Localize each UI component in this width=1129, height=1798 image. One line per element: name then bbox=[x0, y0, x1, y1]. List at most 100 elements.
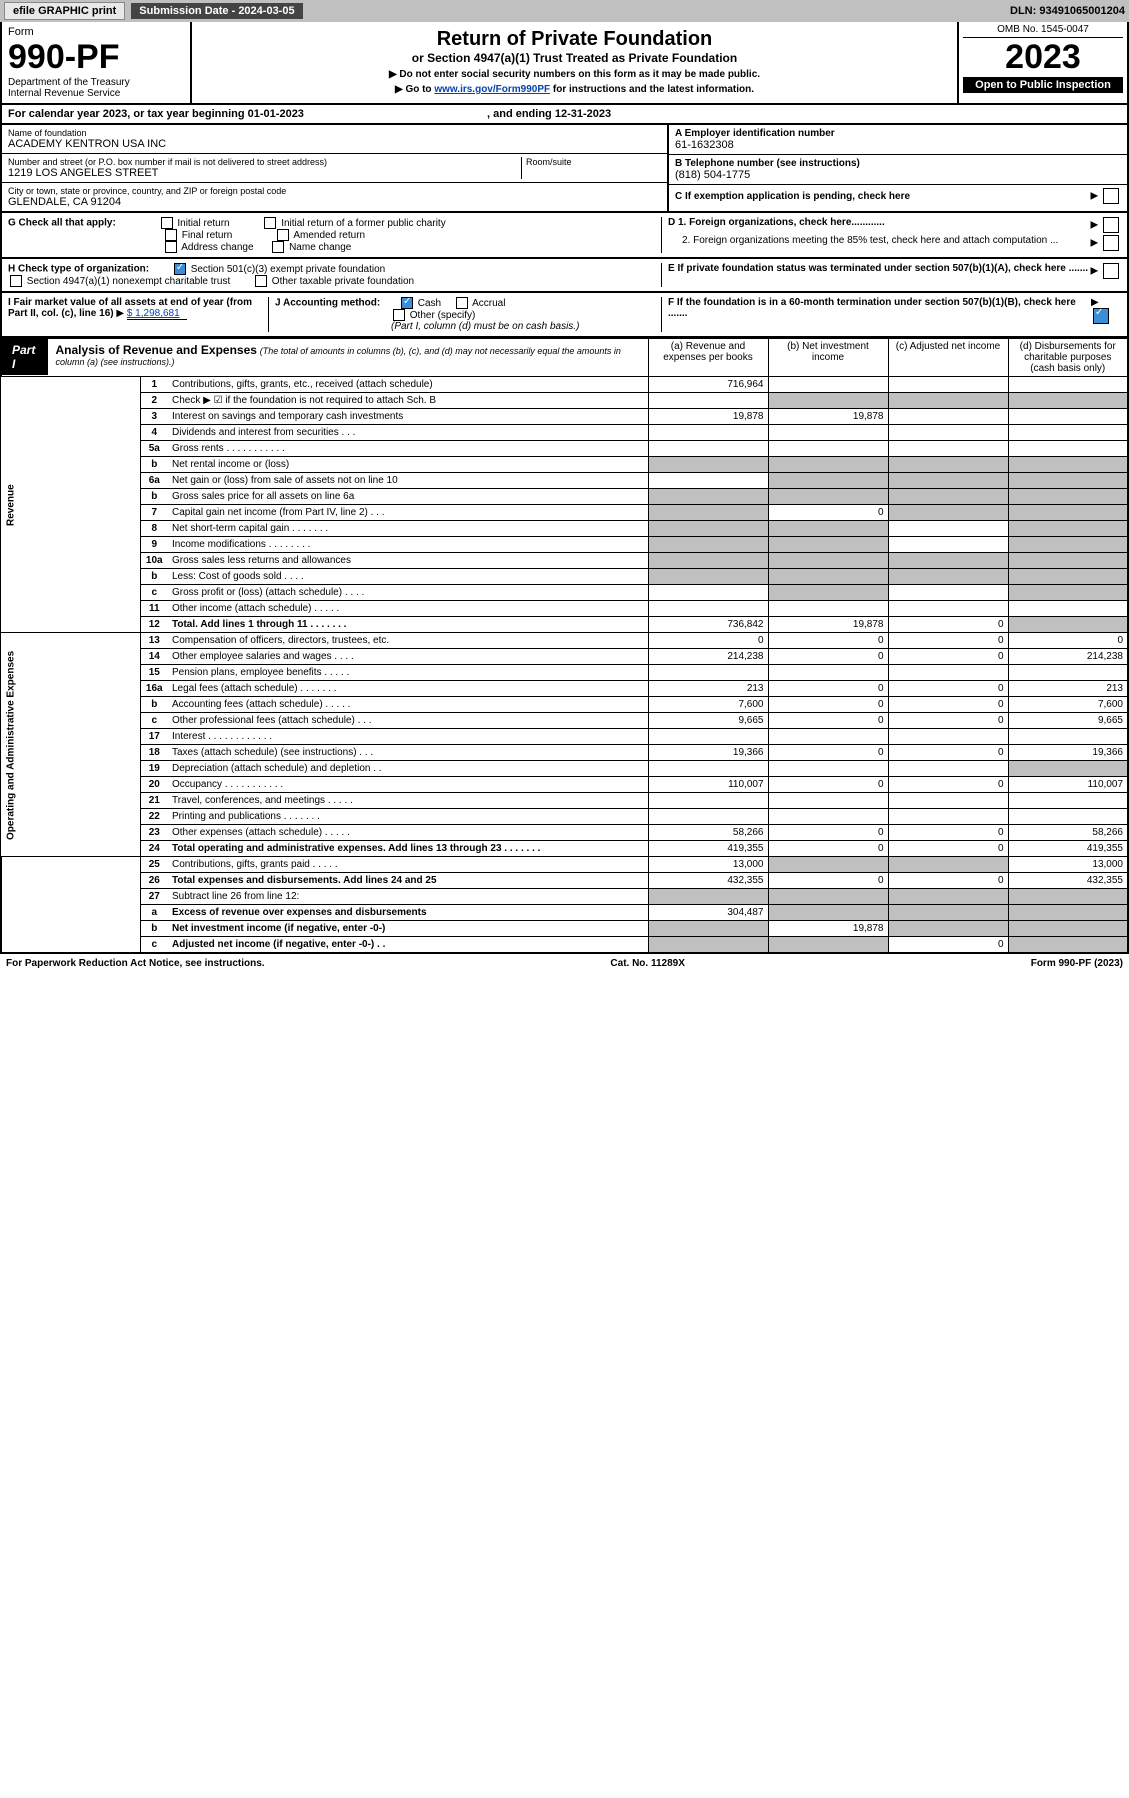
cell-d: 432,355 bbox=[1008, 873, 1128, 889]
cell-c bbox=[888, 457, 1008, 473]
dln-label: DLN: 93491065001204 bbox=[1010, 5, 1125, 17]
cell-d bbox=[1008, 809, 1128, 825]
cell-a: 432,355 bbox=[648, 873, 768, 889]
cell-d bbox=[1008, 569, 1128, 585]
cell-a bbox=[648, 921, 768, 937]
row-number: 4 bbox=[140, 425, 168, 441]
cell-a: 13,000 bbox=[648, 857, 768, 873]
cell-a: 19,878 bbox=[648, 409, 768, 425]
irs-label: Internal Revenue Service bbox=[8, 88, 184, 99]
h-501c3-checkbox[interactable] bbox=[174, 263, 186, 275]
cell-d bbox=[1008, 905, 1128, 921]
g-address-change[interactable] bbox=[165, 241, 177, 253]
col-c-header: (c) Adjusted net income bbox=[888, 339, 1008, 377]
row-description: Accounting fees (attach schedule) . . . … bbox=[168, 697, 648, 713]
block-g: G Check all that apply: Initial return I… bbox=[0, 213, 1129, 259]
d2-checkbox[interactable] bbox=[1103, 235, 1119, 251]
row-number: c bbox=[140, 937, 168, 954]
row-description: Pension plans, employee benefits . . . .… bbox=[168, 665, 648, 681]
row-number: 25 bbox=[140, 857, 168, 873]
block-i: I Fair market value of all assets at end… bbox=[0, 293, 1129, 338]
g-name-change[interactable] bbox=[272, 241, 284, 253]
cell-b: 0 bbox=[768, 681, 888, 697]
cell-a bbox=[648, 505, 768, 521]
h-4947-checkbox[interactable] bbox=[10, 275, 22, 287]
cell-c: 0 bbox=[888, 745, 1008, 761]
row-description: Depreciation (attach schedule) and deple… bbox=[168, 761, 648, 777]
j-cash-checkbox[interactable] bbox=[401, 297, 413, 309]
i-value-link[interactable]: $ 1,298,681 bbox=[127, 308, 187, 320]
f-label: F If the foundation is in a 60-month ter… bbox=[668, 297, 1091, 332]
analysis-table: Part I Analysis of Revenue and Expenses … bbox=[0, 338, 1129, 954]
cell-b: 0 bbox=[768, 873, 888, 889]
cell-a: 213 bbox=[648, 681, 768, 697]
g-label: G Check all that apply: bbox=[8, 218, 116, 229]
row-number: b bbox=[140, 457, 168, 473]
row-description: Net gain or (loss) from sale of assets n… bbox=[168, 473, 648, 489]
g-initial-former[interactable] bbox=[264, 217, 276, 229]
efile-button[interactable]: efile GRAPHIC print bbox=[4, 2, 125, 20]
cell-c bbox=[888, 441, 1008, 457]
cell-a: 419,355 bbox=[648, 841, 768, 857]
cell-c bbox=[888, 537, 1008, 553]
col-b-header: (b) Net investment income bbox=[768, 339, 888, 377]
cell-b bbox=[768, 393, 888, 409]
cell-a bbox=[648, 553, 768, 569]
cell-d bbox=[1008, 393, 1128, 409]
form-word: Form bbox=[8, 26, 184, 38]
cell-b bbox=[768, 761, 888, 777]
j-accrual-checkbox[interactable] bbox=[456, 297, 468, 309]
cell-c bbox=[888, 393, 1008, 409]
tax-year: 2023 bbox=[963, 38, 1123, 77]
d2-label: 2. Foreign organizations meeting the 85%… bbox=[668, 235, 1058, 251]
cell-c bbox=[888, 473, 1008, 489]
addr-label: Number and street (or P.O. box number if… bbox=[8, 157, 521, 167]
cell-a bbox=[648, 809, 768, 825]
cell-d: 58,266 bbox=[1008, 825, 1128, 841]
c-checkbox[interactable] bbox=[1103, 188, 1119, 204]
h-other-checkbox[interactable] bbox=[255, 275, 267, 287]
cell-a: 7,600 bbox=[648, 697, 768, 713]
form-note-2: ▶ Go to www.irs.gov/Form990PF for instru… bbox=[198, 84, 951, 95]
g-amended-return[interactable] bbox=[277, 229, 289, 241]
row-number: 17 bbox=[140, 729, 168, 745]
cell-a bbox=[648, 441, 768, 457]
cell-b: 0 bbox=[768, 825, 888, 841]
row-number: a bbox=[140, 905, 168, 921]
row-number: c bbox=[140, 713, 168, 729]
row-number: 21 bbox=[140, 793, 168, 809]
cell-b bbox=[768, 569, 888, 585]
col-d-header: (d) Disbursements for charitable purpose… bbox=[1008, 339, 1128, 377]
cell-b bbox=[768, 809, 888, 825]
block-h: H Check type of organization: Section 50… bbox=[0, 259, 1129, 293]
city-label: City or town, state or province, country… bbox=[8, 186, 661, 196]
form-number: 990-PF bbox=[8, 38, 184, 77]
row-description: Gross sales price for all assets on line… bbox=[168, 489, 648, 505]
part1-badge: Part I bbox=[2, 339, 48, 375]
cell-c bbox=[888, 793, 1008, 809]
row-number: 1 bbox=[140, 377, 168, 393]
cell-c bbox=[888, 585, 1008, 601]
e-checkbox[interactable] bbox=[1103, 263, 1119, 279]
cell-d bbox=[1008, 729, 1128, 745]
cell-a bbox=[648, 601, 768, 617]
cell-b bbox=[768, 905, 888, 921]
cell-b: 19,878 bbox=[768, 921, 888, 937]
cell-b bbox=[768, 937, 888, 954]
cell-c: 0 bbox=[888, 873, 1008, 889]
row-number: 20 bbox=[140, 777, 168, 793]
d1-checkbox[interactable] bbox=[1103, 217, 1119, 233]
foundation-name: ACADEMY KENTRON USA INC bbox=[8, 138, 661, 150]
cell-d bbox=[1008, 665, 1128, 681]
cell-d bbox=[1008, 937, 1128, 954]
j-other-checkbox[interactable] bbox=[393, 309, 405, 321]
g-initial-return[interactable] bbox=[161, 217, 173, 229]
cell-a: 716,964 bbox=[648, 377, 768, 393]
form990pf-link[interactable]: www.irs.gov/Form990PF bbox=[434, 84, 550, 95]
g-final-return[interactable] bbox=[165, 229, 177, 241]
row-description: Gross sales less returns and allowances bbox=[168, 553, 648, 569]
row-description: Other professional fees (attach schedule… bbox=[168, 713, 648, 729]
f-checkbox[interactable] bbox=[1093, 308, 1109, 324]
row-description: Less: Cost of goods sold . . . . bbox=[168, 569, 648, 585]
cell-b: 19,878 bbox=[768, 617, 888, 633]
